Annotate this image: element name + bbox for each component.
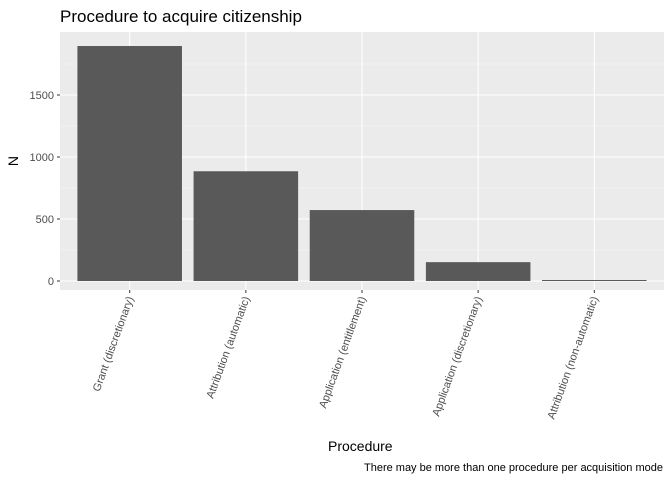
bar xyxy=(542,280,647,281)
y-tick-label: 1500 xyxy=(30,90,54,102)
bar xyxy=(309,210,415,281)
chart-caption: There may be more than one procedure per… xyxy=(364,462,663,474)
y-axis: 0 500 1000 1500 xyxy=(30,90,60,288)
bar xyxy=(193,171,299,281)
chart-title: Procedure to acquire citizenship xyxy=(60,7,302,26)
x-axis-title: Procedure xyxy=(328,438,393,454)
bar xyxy=(77,46,182,281)
x-tick-label: Application (entitlement) xyxy=(317,295,369,410)
y-tick-label: 1000 xyxy=(30,152,54,164)
x-axis: Grant (discretionary) Attribution (automa… xyxy=(91,290,601,421)
x-tick-label: Attribution (non-automatic) xyxy=(546,295,602,421)
y-tick-label: 0 xyxy=(48,276,54,288)
x-tick-label: Attribution (automatic) xyxy=(205,295,253,400)
y-axis-title: N xyxy=(5,156,21,166)
bars-layer xyxy=(77,46,647,281)
x-tick-label: Application (discretionary) xyxy=(430,295,485,418)
x-tick-label: Grant (discretionary) xyxy=(91,295,137,393)
y-tick-label: 500 xyxy=(36,214,54,226)
bar xyxy=(425,262,531,281)
